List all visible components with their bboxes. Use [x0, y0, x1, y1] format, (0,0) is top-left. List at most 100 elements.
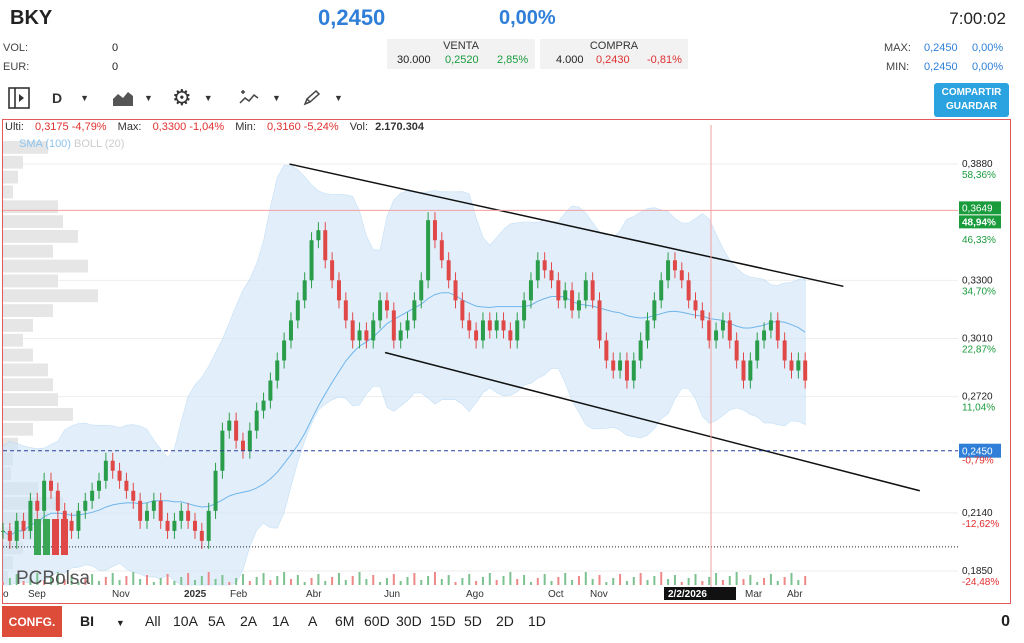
candle-body [144, 510, 149, 521]
candle-body [515, 320, 520, 341]
volume-profile-bar [3, 348, 33, 362]
range-1a[interactable]: 1A [272, 613, 290, 629]
min-label: Min: [235, 121, 256, 133]
candle-body [522, 300, 527, 321]
candle-body [611, 360, 616, 371]
sell-box: VENTA 30.000 0,2520 2,85% [387, 39, 535, 69]
x-tick-label: Jun [384, 589, 400, 600]
drawing-selector[interactable]: ▼ [302, 86, 343, 110]
crosshair-pct-label: 48,94% [962, 217, 996, 228]
volume-profile-bar [3, 215, 63, 228]
last-price: 0,2450 [318, 5, 386, 30]
candle-body [768, 320, 773, 331]
candle-body [494, 320, 499, 331]
volume-bar [8, 578, 11, 585]
volume-bar [413, 573, 416, 585]
range-2a[interactable]: 2A [240, 613, 258, 629]
panel-toggle-button[interactable] [7, 86, 31, 110]
volume-bar [139, 579, 142, 585]
volume-bar [303, 582, 306, 585]
volume-profile-bar [3, 230, 78, 243]
volume-profile-bar [3, 393, 58, 406]
watermark-bar [61, 519, 68, 555]
range-30d[interactable]: 30D [396, 613, 422, 629]
candle-body [666, 260, 671, 281]
share-save-button[interactable]: COMPARTIR GUARDAR [934, 83, 1009, 117]
range-15d[interactable]: 15D [430, 613, 456, 629]
candle-body [7, 530, 12, 541]
range-60d[interactable]: 60D [364, 613, 390, 629]
volume-bar [564, 573, 567, 585]
volume-bar [392, 574, 395, 585]
info-bar: Ulti: 0,3175 -4,79% Max: 0,3300 -1,04% M… [5, 121, 424, 133]
max-pct: -1,04% [189, 121, 225, 133]
volume-bar [591, 579, 594, 585]
volume-bar [77, 582, 80, 585]
candle-body [590, 280, 595, 301]
candle-body [213, 470, 218, 511]
volume-bar [118, 580, 121, 585]
vol-label: Vol: [349, 121, 369, 133]
volume-bar [571, 580, 574, 585]
range-5a[interactable]: 5A [208, 613, 226, 629]
volume-bar [104, 577, 107, 585]
period-selector[interactable]: D ▼ [52, 86, 89, 110]
max-label: MAX: [884, 42, 911, 54]
crosshair-price-box [959, 201, 1001, 215]
candle-body [261, 400, 266, 411]
volume-bar [673, 575, 676, 585]
chart-type-selector[interactable]: ▼ [112, 86, 153, 110]
candle-body [268, 380, 273, 401]
candle-body [659, 280, 664, 301]
buy-pct: -0,81% [647, 54, 682, 66]
volume-bar [454, 582, 457, 585]
volume-bar [331, 577, 334, 585]
candle-body [528, 280, 533, 301]
chevron-down-icon: ▼ [334, 93, 343, 103]
volume-bar [228, 582, 231, 585]
volume-bar [557, 577, 560, 585]
volume-bar [523, 575, 526, 585]
range-all[interactable]: All [145, 613, 161, 629]
range-5d[interactable]: 5D [464, 613, 482, 629]
range-6m[interactable]: 6M [335, 613, 355, 629]
buy-label: COMPRA [589, 40, 639, 52]
candle-body [110, 460, 115, 471]
mode-selector[interactable]: BI ▼ [80, 613, 125, 629]
y-tick-pct: 11,04% [962, 403, 995, 414]
indicators-selector[interactable]: ▼ [238, 86, 281, 110]
candle-body [35, 500, 40, 511]
volume-bar [577, 576, 580, 585]
config-button[interactable]: CONFG. [2, 606, 62, 637]
candle-body [131, 490, 136, 501]
volume-bar [15, 574, 18, 585]
sell-price: 0,2520 [445, 54, 479, 66]
volume-bar [420, 580, 423, 585]
range-1d[interactable]: 1D [528, 613, 546, 629]
volume-bar [687, 578, 690, 585]
candle-body [234, 420, 239, 441]
volume-bar [193, 580, 196, 585]
volume-bar [152, 582, 155, 585]
volume-profile-bar [3, 185, 13, 199]
candle-body [796, 360, 801, 371]
x-tick-label: Ago [466, 589, 484, 600]
price-chart[interactable]: 0,388058,36%0,330034,70%0,301022,87%0,27… [0, 0, 1024, 605]
range-10a[interactable]: 10A [173, 613, 198, 629]
volume-bar [372, 575, 375, 585]
volume-bar [310, 578, 313, 585]
volume-bar [70, 575, 73, 585]
volume-bar [207, 572, 210, 585]
settings-selector[interactable]: ⚙ ▼ [172, 86, 213, 110]
volume-bar [433, 572, 436, 585]
volume-bar [379, 582, 382, 585]
range-2d[interactable]: 2D [496, 613, 514, 629]
candle-body [391, 310, 396, 341]
volume-bar [619, 574, 622, 585]
candle-body [501, 320, 506, 331]
volume-bar [125, 576, 128, 585]
sell-qty: 30.000 [397, 54, 431, 66]
range-a[interactable]: A [308, 613, 318, 629]
indicator-legend[interactable]: SMA (100) BOLL (20) [19, 138, 124, 150]
chevron-down-icon: ▼ [203, 93, 213, 103]
